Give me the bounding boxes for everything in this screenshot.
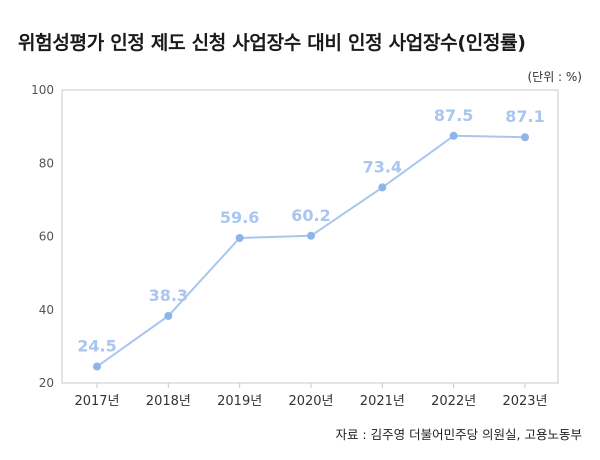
y-tick-label: 80	[39, 156, 54, 170]
data-label: 87.5	[434, 106, 473, 125]
x-tick-label: 2020년	[288, 394, 333, 409]
x-tick-label: 2022년	[431, 394, 476, 409]
data-point	[235, 233, 244, 242]
data-point	[378, 183, 387, 192]
x-tick-label: 2021년	[360, 394, 405, 409]
x-tick-label: 2019년	[217, 394, 262, 409]
source-note: 자료 : 김주영 더불어민주당 의원실, 고용노동부	[335, 427, 582, 442]
unit-note: (단위 : %)	[527, 70, 582, 84]
data-point	[449, 131, 458, 140]
data-label: 59.6	[220, 208, 259, 227]
data-point	[93, 362, 101, 371]
data-label: 87.1	[505, 107, 544, 126]
data-label: 24.5	[77, 337, 116, 356]
data-point	[164, 311, 173, 320]
y-tick-label: 20	[39, 376, 54, 390]
data-point	[307, 231, 315, 240]
series-line	[96, 134, 526, 368]
x-tick-label: 2017년	[74, 394, 119, 409]
y-tick-label: 100	[31, 83, 54, 97]
data-label: 38.3	[149, 286, 188, 305]
data-label: 73.4	[363, 157, 402, 176]
data-label: 60.2	[291, 206, 330, 225]
x-tick-label: 2023년	[502, 394, 547, 409]
plot-area-border	[61, 89, 559, 384]
chart-title: 위험성평가 인정 제도 신청 사업장수 대비 인정 사업장수(인정률)	[18, 32, 526, 54]
x-axis-ticks: 2017년 2018년 2019년 2020년 2021년 2022년 2023년	[74, 383, 548, 409]
y-tick-label: 40	[39, 303, 54, 317]
y-axis-ticks: 20 40 60 80 100	[31, 83, 54, 390]
y-tick-label: 60	[39, 230, 54, 244]
data-points	[93, 131, 529, 371]
x-tick-label: 2018년	[146, 394, 191, 409]
data-labels: 24.5 38.3 59.6 60.2 73.4 87.5 87.1	[77, 106, 544, 356]
data-point	[521, 133, 529, 142]
